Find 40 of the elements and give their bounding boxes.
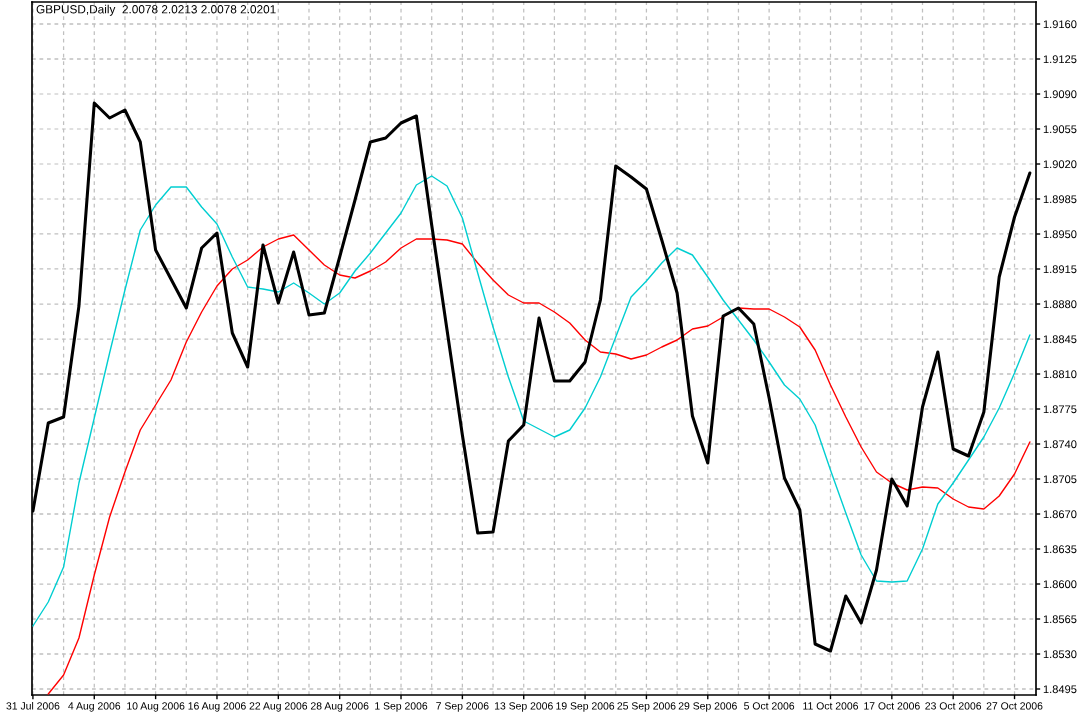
y-tick-label: 1.9055: [1043, 125, 1077, 134]
y-tick-label: 1.8915: [1043, 265, 1077, 274]
y-tick-label: 1.8740: [1043, 440, 1077, 449]
y-tick-label: 1.8495: [1043, 685, 1077, 694]
y-tick-label: 1.8775: [1043, 405, 1077, 414]
x-tick-label: 31 Jul 2006: [6, 701, 60, 710]
x-tick-label: 23 Oct 2006: [925, 702, 982, 710]
y-tick-label: 1.8670: [1043, 510, 1077, 519]
y-tick-label: 1.8635: [1043, 545, 1077, 554]
y-tick-label: 1.8810: [1043, 370, 1077, 379]
x-tick-label: 7 Sep 2006: [436, 702, 489, 712]
y-tick-label: 1.9090: [1043, 90, 1077, 99]
y-tick-label: 1.8845: [1043, 335, 1077, 344]
x-tick-label: 16 Aug 2006: [188, 702, 246, 712]
x-tick-label: 17 Oct 2006: [864, 702, 920, 710]
y-tick-label: 1.8950: [1043, 230, 1077, 239]
y-tick-label: 1.8530: [1043, 650, 1077, 659]
x-tick-label: 1 Sep 2006: [375, 702, 428, 712]
x-tick-label: 11 Oct 2006: [803, 702, 859, 710]
chart-title: GBPUSD,Daily 2.0078 2.0213 2.0078 2.0201: [36, 4, 276, 16]
x-tick-label: 13 Sep 2006: [494, 702, 553, 712]
y-tick-label: 1.8565: [1043, 615, 1077, 624]
y-tick-label: 1.9160: [1043, 20, 1077, 29]
line-series: [47, 234, 1031, 695]
x-tick-label: 27 Oct 2006: [986, 702, 1043, 710]
x-tick-label: 10 Aug 2006: [127, 702, 185, 712]
x-tick-label: 19 Sep 2006: [556, 702, 615, 712]
x-tick-label: 4 Aug 2006: [68, 702, 121, 712]
x-tick-label: 25 Sep 2006: [617, 702, 676, 712]
x-tick-label: 5 Oct 2006: [744, 702, 795, 710]
line-series: [32, 175, 1031, 627]
y-tick-label: 1.9125: [1043, 55, 1077, 64]
x-tick-label: 22 Aug 2006: [249, 702, 308, 712]
y-tick-label: 1.8705: [1043, 475, 1077, 484]
x-tick-label: 29 Sep 2006: [678, 702, 737, 712]
x-tick-label: 28 Aug 2006: [310, 702, 369, 712]
y-tick-label: 1.8985: [1043, 195, 1077, 204]
y-tick-label: 1.9020: [1043, 160, 1077, 169]
y-tick-label: 1.8600: [1043, 580, 1077, 589]
y-tick-label: 1.8880: [1043, 300, 1077, 309]
